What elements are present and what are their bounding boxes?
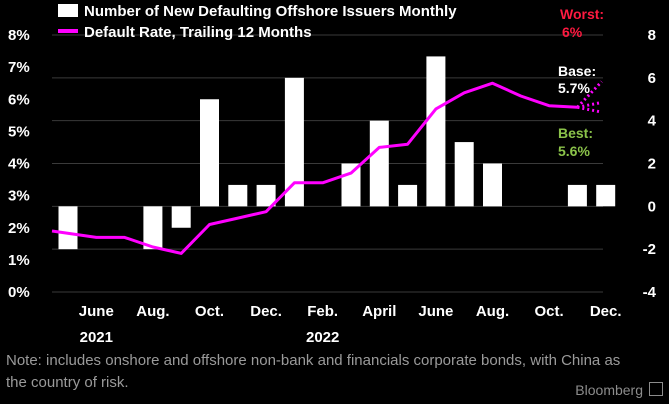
footnote: Note: includes onshore and offshore non-… xyxy=(6,352,621,391)
bar-2022-07 xyxy=(454,142,474,207)
legend-label-bars: Number of New Defaulting Offshore Issuer… xyxy=(84,3,457,20)
default-rate-line xyxy=(51,81,578,255)
legend: Number of New Defaulting Offshore Issuer… xyxy=(58,3,457,41)
scenario-base-value: 5.7% xyxy=(558,80,590,96)
right-tick-label: -4 xyxy=(643,284,657,301)
right-tick-label: -2 xyxy=(643,241,656,258)
scenario-worst-label: Worst: xyxy=(560,6,604,22)
left-tick-label: 0% xyxy=(8,284,30,301)
bar-2022-11 xyxy=(567,184,587,207)
x-tick-label: Oct. xyxy=(535,303,564,320)
left-tick-label: 7% xyxy=(8,59,30,76)
bloomberg-logo: Bloomberg xyxy=(575,382,643,398)
x-tick-label: Dec. xyxy=(590,303,622,320)
x-tick-label: Feb. xyxy=(307,303,338,320)
line-series xyxy=(51,80,603,255)
gridlines xyxy=(52,34,603,293)
bar-2021-05 xyxy=(58,206,78,250)
x-tick-label: June xyxy=(418,303,453,320)
right-axis: -4 -2 0 2 4 6 8 xyxy=(643,27,657,301)
bar-2021-09 xyxy=(171,206,191,228)
x-tick-label: June xyxy=(79,303,114,320)
bar-2022-04 xyxy=(369,120,389,207)
left-tick-label: 8% xyxy=(8,27,30,44)
bar-2022-05 xyxy=(398,184,418,207)
bar-2022-06 xyxy=(426,56,446,207)
scenario-best-value: 5.6% xyxy=(558,143,590,159)
left-tick-label: 6% xyxy=(8,91,30,108)
left-axis: 0% 1% 2% 3% 4% 5% 6% 7% 8% xyxy=(8,27,30,301)
right-tick-label: 4 xyxy=(648,113,657,130)
scenario-worst-value: 6% xyxy=(562,24,583,40)
bar-2021-10 xyxy=(200,99,219,207)
x-tick-label: Aug. xyxy=(476,303,509,320)
x-axis: June Aug. Oct. Dec. Feb. April June Aug. Oct. Dec… xyxy=(79,303,622,346)
bar-2022-01 xyxy=(284,77,304,207)
left-tick-label: 3% xyxy=(8,188,30,205)
x-tick-label: Oct. xyxy=(195,303,224,320)
x-tick-label: Aug. xyxy=(136,303,169,320)
right-tick-label: 2 xyxy=(648,156,656,173)
right-tick-label: 6 xyxy=(648,70,656,87)
bar-2021-12 xyxy=(256,184,276,207)
scenario-line-best xyxy=(577,105,602,114)
x-year-label: 2021 xyxy=(80,329,113,346)
bar-2021-08 xyxy=(143,206,163,250)
legend-label-line: Default Rate, Trailing 12 Months xyxy=(84,24,312,41)
right-tick-label: 0 xyxy=(648,198,656,215)
left-tick-label: 4% xyxy=(8,156,30,173)
legend-swatch-bars xyxy=(58,4,78,17)
bar-2021-11 xyxy=(228,184,248,207)
scenario-line-worst xyxy=(576,80,603,109)
right-tick-label: 8 xyxy=(648,27,656,44)
scenario-base-label: Base: xyxy=(558,63,596,79)
scenario-best-label: Best: xyxy=(558,125,593,141)
brand-mark-icon xyxy=(649,382,663,396)
left-tick-label: 1% xyxy=(8,252,30,269)
x-year-label: 2022 xyxy=(306,329,339,346)
bar-2022-03 xyxy=(341,163,361,207)
bar-series xyxy=(58,56,616,250)
legend-swatch-line xyxy=(58,29,78,33)
x-tick-label: Dec. xyxy=(250,303,282,320)
left-tick-label: 5% xyxy=(8,123,30,140)
bar-2022-08 xyxy=(483,163,502,207)
x-tick-label: April xyxy=(362,303,396,320)
scenario-line-base xyxy=(577,100,602,109)
bar-2022-12 xyxy=(596,184,616,207)
scenario-base: Base: 5.7% xyxy=(558,63,596,96)
scenario-worst: Worst: 6% xyxy=(560,6,604,40)
scenario-best: Best: 5.6% xyxy=(558,125,593,159)
left-tick-label: 2% xyxy=(8,220,30,237)
